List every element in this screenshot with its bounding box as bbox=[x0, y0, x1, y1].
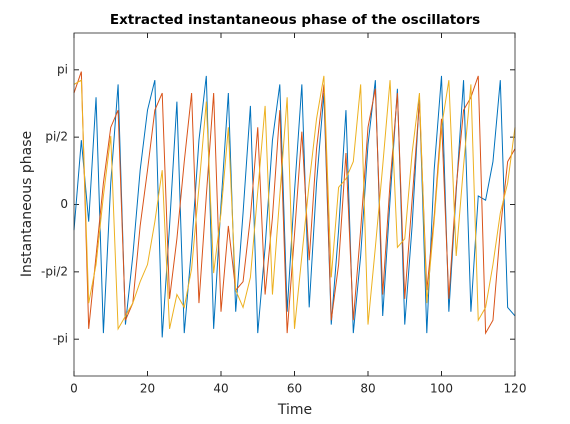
x-tick-label: 120 bbox=[504, 382, 527, 396]
x-tick-label: 60 bbox=[287, 382, 302, 396]
series-line bbox=[73, 75, 516, 331]
y-tick-label: -pi bbox=[53, 332, 68, 346]
x-tick-label: 40 bbox=[213, 382, 228, 396]
y-tick-label: 0 bbox=[60, 197, 68, 211]
x-tick-label: 20 bbox=[140, 382, 155, 396]
y-axis-label: Instantaneous phase bbox=[19, 131, 35, 277]
plot-frame bbox=[73, 32, 516, 377]
series-line bbox=[73, 75, 516, 338]
y-tick-label: pi/2 bbox=[45, 130, 68, 144]
x-tick-label: 80 bbox=[360, 382, 375, 396]
y-tick-label: -pi/2 bbox=[41, 264, 68, 278]
x-tick-label: 0 bbox=[70, 382, 78, 396]
chart-title: Extracted instantaneous phase of the osc… bbox=[110, 12, 480, 28]
y-tick-label: pi bbox=[57, 62, 68, 76]
x-tick-label: 100 bbox=[430, 382, 453, 396]
series-line bbox=[73, 71, 516, 335]
x-axis-label: Time bbox=[277, 402, 312, 418]
